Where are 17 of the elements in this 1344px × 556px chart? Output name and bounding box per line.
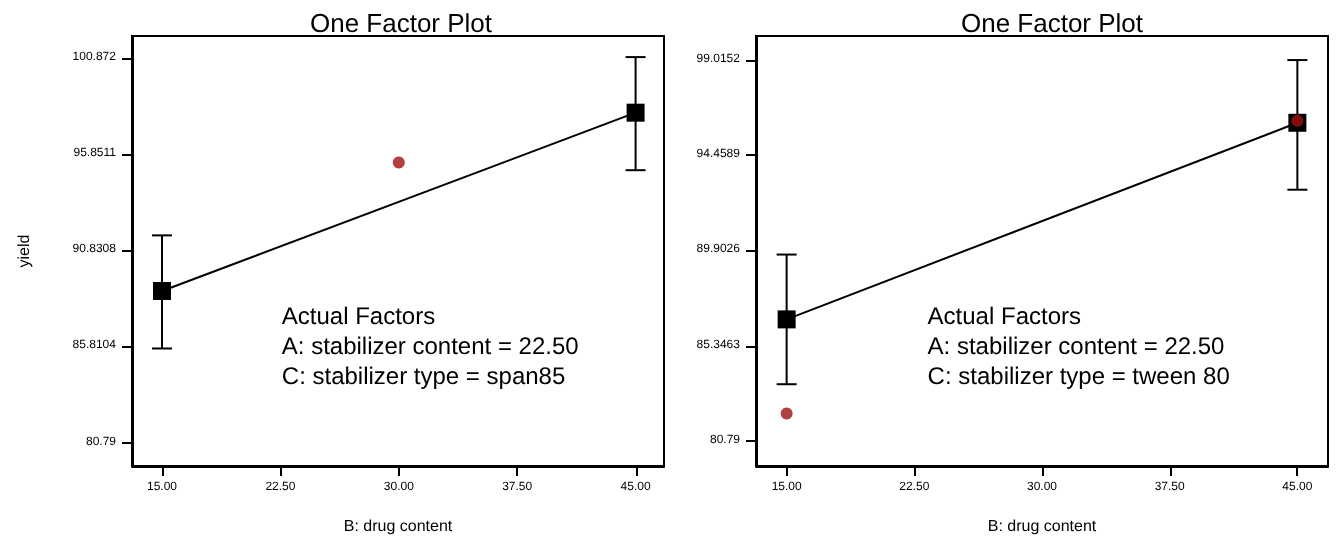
annotation: Actual Factors <box>927 302 1082 330</box>
chart-title: One Factor Plot <box>309 8 493 38</box>
point <box>777 310 796 329</box>
annotation: Actual Factors <box>281 302 436 330</box>
point <box>1291 114 1304 127</box>
chart-title: One Factor Plot <box>960 8 1144 38</box>
point <box>392 156 405 169</box>
annotation: A: stabilizer content = 22.50 <box>927 332 1226 360</box>
point <box>626 103 645 122</box>
point <box>780 407 793 420</box>
point <box>152 281 171 300</box>
x-axis-title: B: drug content <box>987 517 1098 535</box>
y-axis-title: yield <box>15 234 33 268</box>
annotation: C: stabilizer type = span85 <box>281 362 566 390</box>
annotation: C: stabilizer type = tween 80 <box>927 362 1231 390</box>
x-axis-title: B: drug content <box>343 517 454 535</box>
annotation: A: stabilizer content = 22.50 <box>281 332 580 360</box>
